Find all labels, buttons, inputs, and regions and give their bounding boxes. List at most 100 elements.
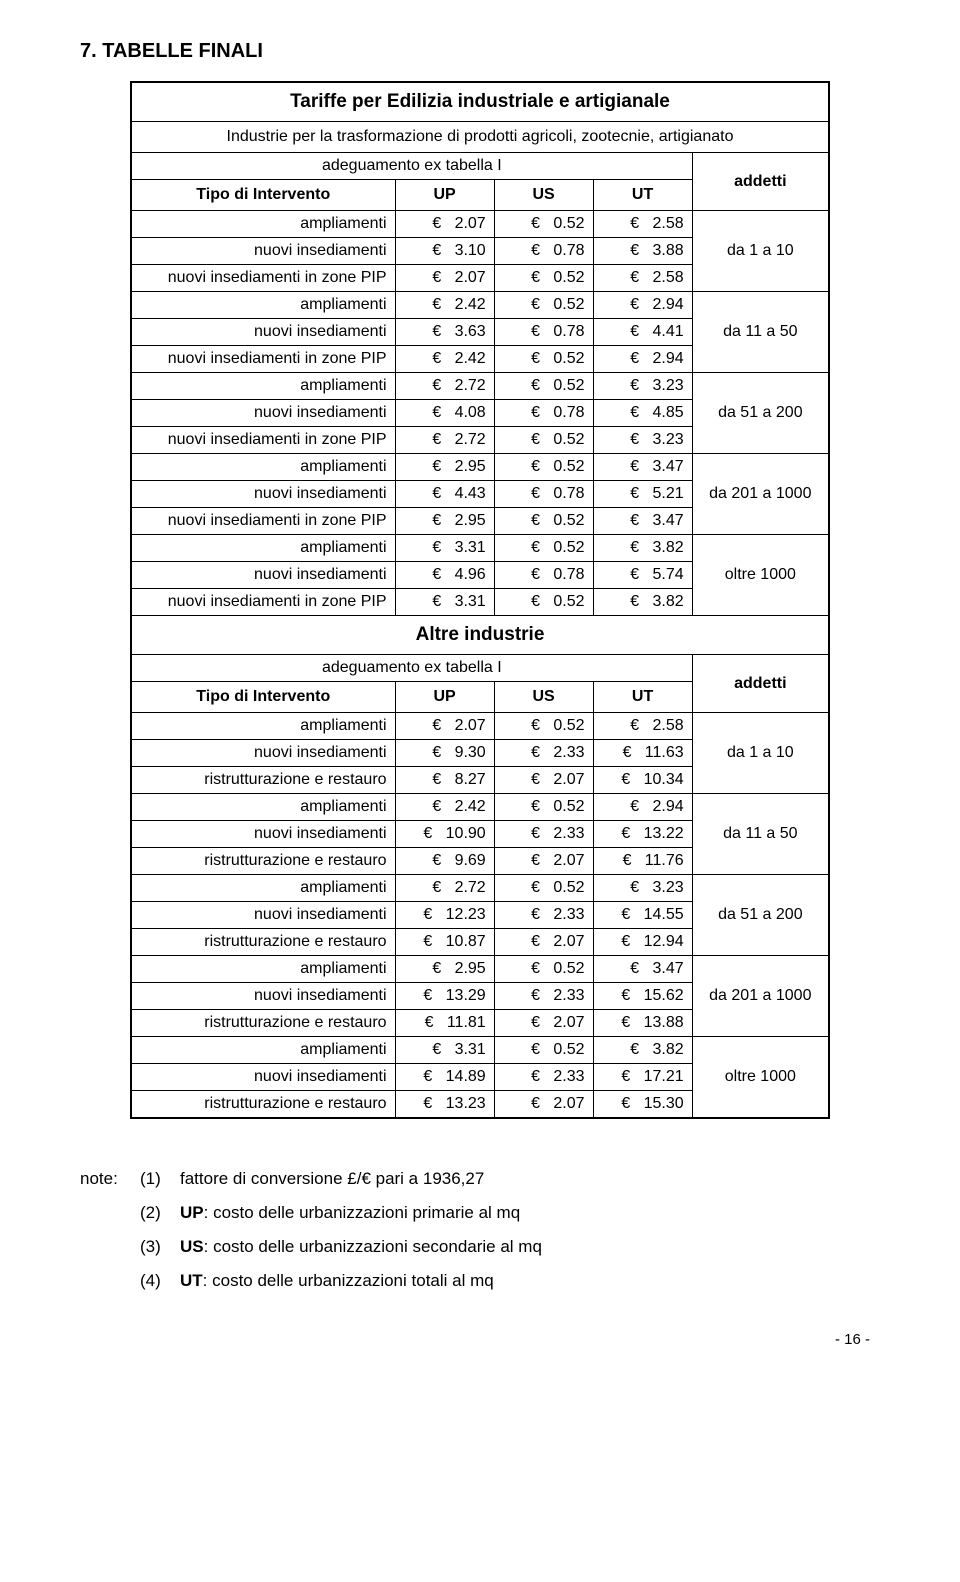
row-value-ut: € 11.76 [593,848,692,875]
table-row: ampliamenti€ 2.72€ 0.52€ 3.23da 51 a 200 [131,373,829,400]
main-table: Tariffe per Edilizia industriale e artig… [130,81,830,1119]
row-label: ristrutturazione e restauro [131,1010,395,1037]
row-label: nuovi insediamenti in zone PIP [131,508,395,535]
row-label: nuovi insediamenti in zone PIP [131,589,395,616]
addetti-cell: da 11 a 50 [692,794,829,875]
note-row: (4)UT: costo delle urbanizzazioni totali… [80,1271,880,1291]
row-label: nuovi insediamenti in zone PIP [131,427,395,454]
table2-body: ampliamenti€ 2.07€ 0.52€ 2.58da 1 a 10nu… [131,713,829,1119]
table1-body: ampliamenti€ 2.07€ 0.52€ 2.58da 1 a 10nu… [131,211,829,616]
row-value-ut: € 2.94 [593,794,692,821]
row-value-ut: € 3.23 [593,875,692,902]
row-value-us: € 2.33 [494,902,593,929]
row-value-up: € 2.07 [395,211,494,238]
row-value-ut: € 3.23 [593,373,692,400]
row-value-ut: € 13.22 [593,821,692,848]
table2-title: Altre industrie [131,616,829,655]
table1-header-tipo: Tipo di Intervento [131,180,395,211]
row-label: ampliamenti [131,373,395,400]
row-value-us: € 0.52 [494,535,593,562]
row-value-us: € 2.07 [494,1010,593,1037]
note-text: UT: costo delle urbanizzazioni totali al… [180,1271,880,1291]
table1-adeg-row: adeguamento ex tabella I addetti [131,153,829,180]
row-value-ut: € 14.55 [593,902,692,929]
table2-header-us: US [494,682,593,713]
row-value-ut: € 5.21 [593,481,692,508]
row-value-up: € 2.42 [395,794,494,821]
row-label: ampliamenti [131,211,395,238]
row-label: nuovi insediamenti [131,238,395,265]
table2-adeg-row: adeguamento ex tabella I addetti [131,655,829,682]
row-value-ut: € 2.58 [593,265,692,292]
row-value-us: € 0.78 [494,562,593,589]
section-title: 7. TABELLE FINALI [80,40,880,63]
note-number: (2) [140,1203,180,1223]
row-value-up: € 9.69 [395,848,494,875]
row-label: nuovi insediamenti [131,821,395,848]
row-value-up: € 10.87 [395,929,494,956]
note-row: note:(1)fattore di conversione £/€ pari … [80,1169,880,1189]
note-row: (2)UP: costo delle urbanizzazioni primar… [80,1203,880,1223]
row-value-us: € 2.07 [494,848,593,875]
note-number: (4) [140,1271,180,1291]
row-label: ampliamenti [131,875,395,902]
row-value-us: € 0.52 [494,454,593,481]
row-value-up: € 4.96 [395,562,494,589]
row-value-ut: € 15.62 [593,983,692,1010]
addetti-cell: da 51 a 200 [692,875,829,956]
addetti-cell: da 51 a 200 [692,373,829,454]
row-value-us: € 2.33 [494,983,593,1010]
note-number: (1) [140,1169,180,1189]
row-value-us: € 2.07 [494,1091,593,1119]
row-value-up: € 4.08 [395,400,494,427]
row-value-up: € 14.89 [395,1064,494,1091]
row-value-ut: € 3.47 [593,508,692,535]
row-label: nuovi insediamenti in zone PIP [131,265,395,292]
table1-title-row: Tariffe per Edilizia industriale e artig… [131,82,829,122]
row-label: nuovi insediamenti [131,1064,395,1091]
row-value-up: € 2.72 [395,373,494,400]
row-value-ut: € 11.63 [593,740,692,767]
row-label: nuovi insediamenti [131,481,395,508]
row-value-ut: € 2.58 [593,713,692,740]
row-value-us: € 0.78 [494,400,593,427]
note-text: fattore di conversione £/€ pari a 1936,2… [180,1169,880,1189]
row-value-us: € 2.07 [494,767,593,794]
row-value-up: € 3.31 [395,535,494,562]
table1-adeg: adeguamento ex tabella I [131,153,692,180]
row-value-up: € 2.95 [395,956,494,983]
row-label: nuovi insediamenti [131,983,395,1010]
table2-title-row: Altre industrie [131,616,829,655]
row-value-ut: € 3.82 [593,589,692,616]
row-label: ampliamenti [131,794,395,821]
row-value-up: € 2.72 [395,875,494,902]
addetti-cell: da 11 a 50 [692,292,829,373]
row-label: ristrutturazione e restauro [131,1091,395,1119]
note-text: US: costo delle urbanizzazioni secondari… [180,1237,880,1257]
notes-section: note:(1)fattore di conversione £/€ pari … [80,1169,880,1291]
row-value-ut: € 2.58 [593,211,692,238]
row-value-ut: € 3.47 [593,454,692,481]
row-value-ut: € 17.21 [593,1064,692,1091]
row-label: nuovi insediamenti in zone PIP [131,346,395,373]
row-label: nuovi insediamenti [131,562,395,589]
row-value-ut: € 10.34 [593,767,692,794]
table2-header-up: UP [395,682,494,713]
addetti-cell: oltre 1000 [692,1037,829,1119]
row-value-up: € 2.42 [395,292,494,319]
row-value-us: € 0.52 [494,265,593,292]
row-value-us: € 0.52 [494,346,593,373]
table1-subtitle-row: Industrie per la trasformazione di prodo… [131,122,829,153]
row-label: ampliamenti [131,535,395,562]
row-value-ut: € 12.94 [593,929,692,956]
row-value-us: € 0.52 [494,427,593,454]
table-row: ampliamenti€ 2.42€ 0.52€ 2.94da 11 a 50 [131,794,829,821]
row-value-up: € 3.31 [395,589,494,616]
note-row: (3)US: costo delle urbanizzazioni second… [80,1237,880,1257]
row-value-us: € 0.52 [494,956,593,983]
row-value-ut: € 3.82 [593,1037,692,1064]
row-value-us: € 0.52 [494,508,593,535]
table1-title: Tariffe per Edilizia industriale e artig… [131,82,829,122]
row-label: ristrutturazione e restauro [131,767,395,794]
row-label: ampliamenti [131,713,395,740]
